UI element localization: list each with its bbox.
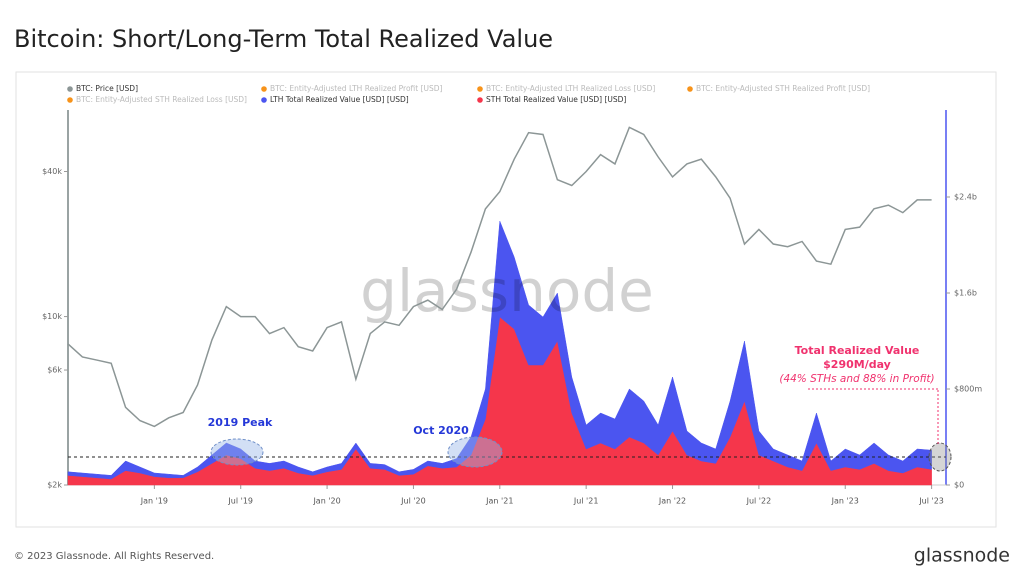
price-line (67, 126, 932, 428)
watermark: glassnode (360, 257, 654, 325)
footer: © 2023 Glassnode. All Rights Reserved. (14, 551, 214, 562)
legend-swatch[interactable] (261, 86, 267, 92)
y2-tick-label: $800m (954, 385, 982, 394)
y-tick-label: $6k (47, 366, 62, 375)
annotation: Total Realized Value (795, 344, 920, 357)
x-tick-label: Jan '23 (831, 497, 859, 506)
highlight-ellipse (447, 436, 503, 468)
x-tick-label: Jan '22 (658, 497, 686, 506)
legend-swatch[interactable] (477, 97, 483, 103)
plot-front: BTC: Price [USD] BTC: Entity-Adjusted LTH… (67, 84, 932, 428)
x-tick-label: Jul '20 (400, 497, 426, 506)
legend-swatch[interactable] (67, 86, 73, 92)
annotation: $290M/day (823, 358, 891, 371)
x-tick-label: Jul '23 (918, 497, 944, 506)
annotation: 2019 Peak (208, 416, 273, 429)
annotation: (44% STHs and 88% in Profit) (779, 373, 934, 385)
highlight-ellipse (928, 442, 952, 472)
x-tick-label: Jan '19 (140, 497, 168, 506)
plot-back: $2k $6k $10k $40k $0 $800m $1.6b $2.4b Jan '19 Ju… (42, 110, 982, 506)
x-tick-label: Jul '22 (746, 497, 772, 506)
y2-tick-label: $1.6b (954, 289, 977, 298)
y2-tick-label: $0 (954, 481, 964, 490)
area (67, 220, 932, 480)
legend-swatch[interactable] (477, 86, 483, 92)
x-tick-label: Jan '21 (485, 497, 513, 506)
legend-swatch[interactable] (67, 97, 73, 103)
highlight-ellipse (210, 438, 264, 466)
x-tick-label: Jul '19 (227, 497, 253, 506)
y-tick-label: $2k (47, 481, 62, 490)
legend-label[interactable]: BTC: Entity-Adjusted LTH Realized Profit… (270, 84, 443, 93)
legend-label[interactable]: LTH Total Realized Value [USD] [USD] (270, 95, 409, 104)
legend-swatch[interactable] (687, 86, 693, 92)
chart-frame (15, 71, 997, 528)
x-tick-label: Jan '20 (312, 497, 340, 506)
y-tick-label: $10k (42, 312, 62, 321)
y2-tick-label: $2.4b (954, 193, 977, 202)
chart-title: Bitcoin: Short/Long-Term Total Realized … (14, 25, 553, 53)
legend-label[interactable]: BTC: Entity-Adjusted STH Realized Profit… (696, 84, 870, 93)
legend-label[interactable]: STH Total Realized Value [USD] [USD] (486, 95, 626, 104)
legend-label[interactable]: BTC: Price [USD] (76, 84, 138, 93)
area (67, 316, 932, 486)
logo: glassnode (914, 545, 1010, 567)
legend-label[interactable]: BTC: Entity-Adjusted LTH Realized Loss [… (486, 84, 655, 93)
y-tick-label: $40k (42, 167, 62, 176)
x-tick-label: Jul '21 (573, 497, 599, 506)
legend-swatch[interactable] (261, 97, 267, 103)
legend-label[interactable]: BTC: Entity-Adjusted STH Realized Loss [… (76, 95, 247, 104)
annotation: Oct 2020 (413, 424, 469, 437)
